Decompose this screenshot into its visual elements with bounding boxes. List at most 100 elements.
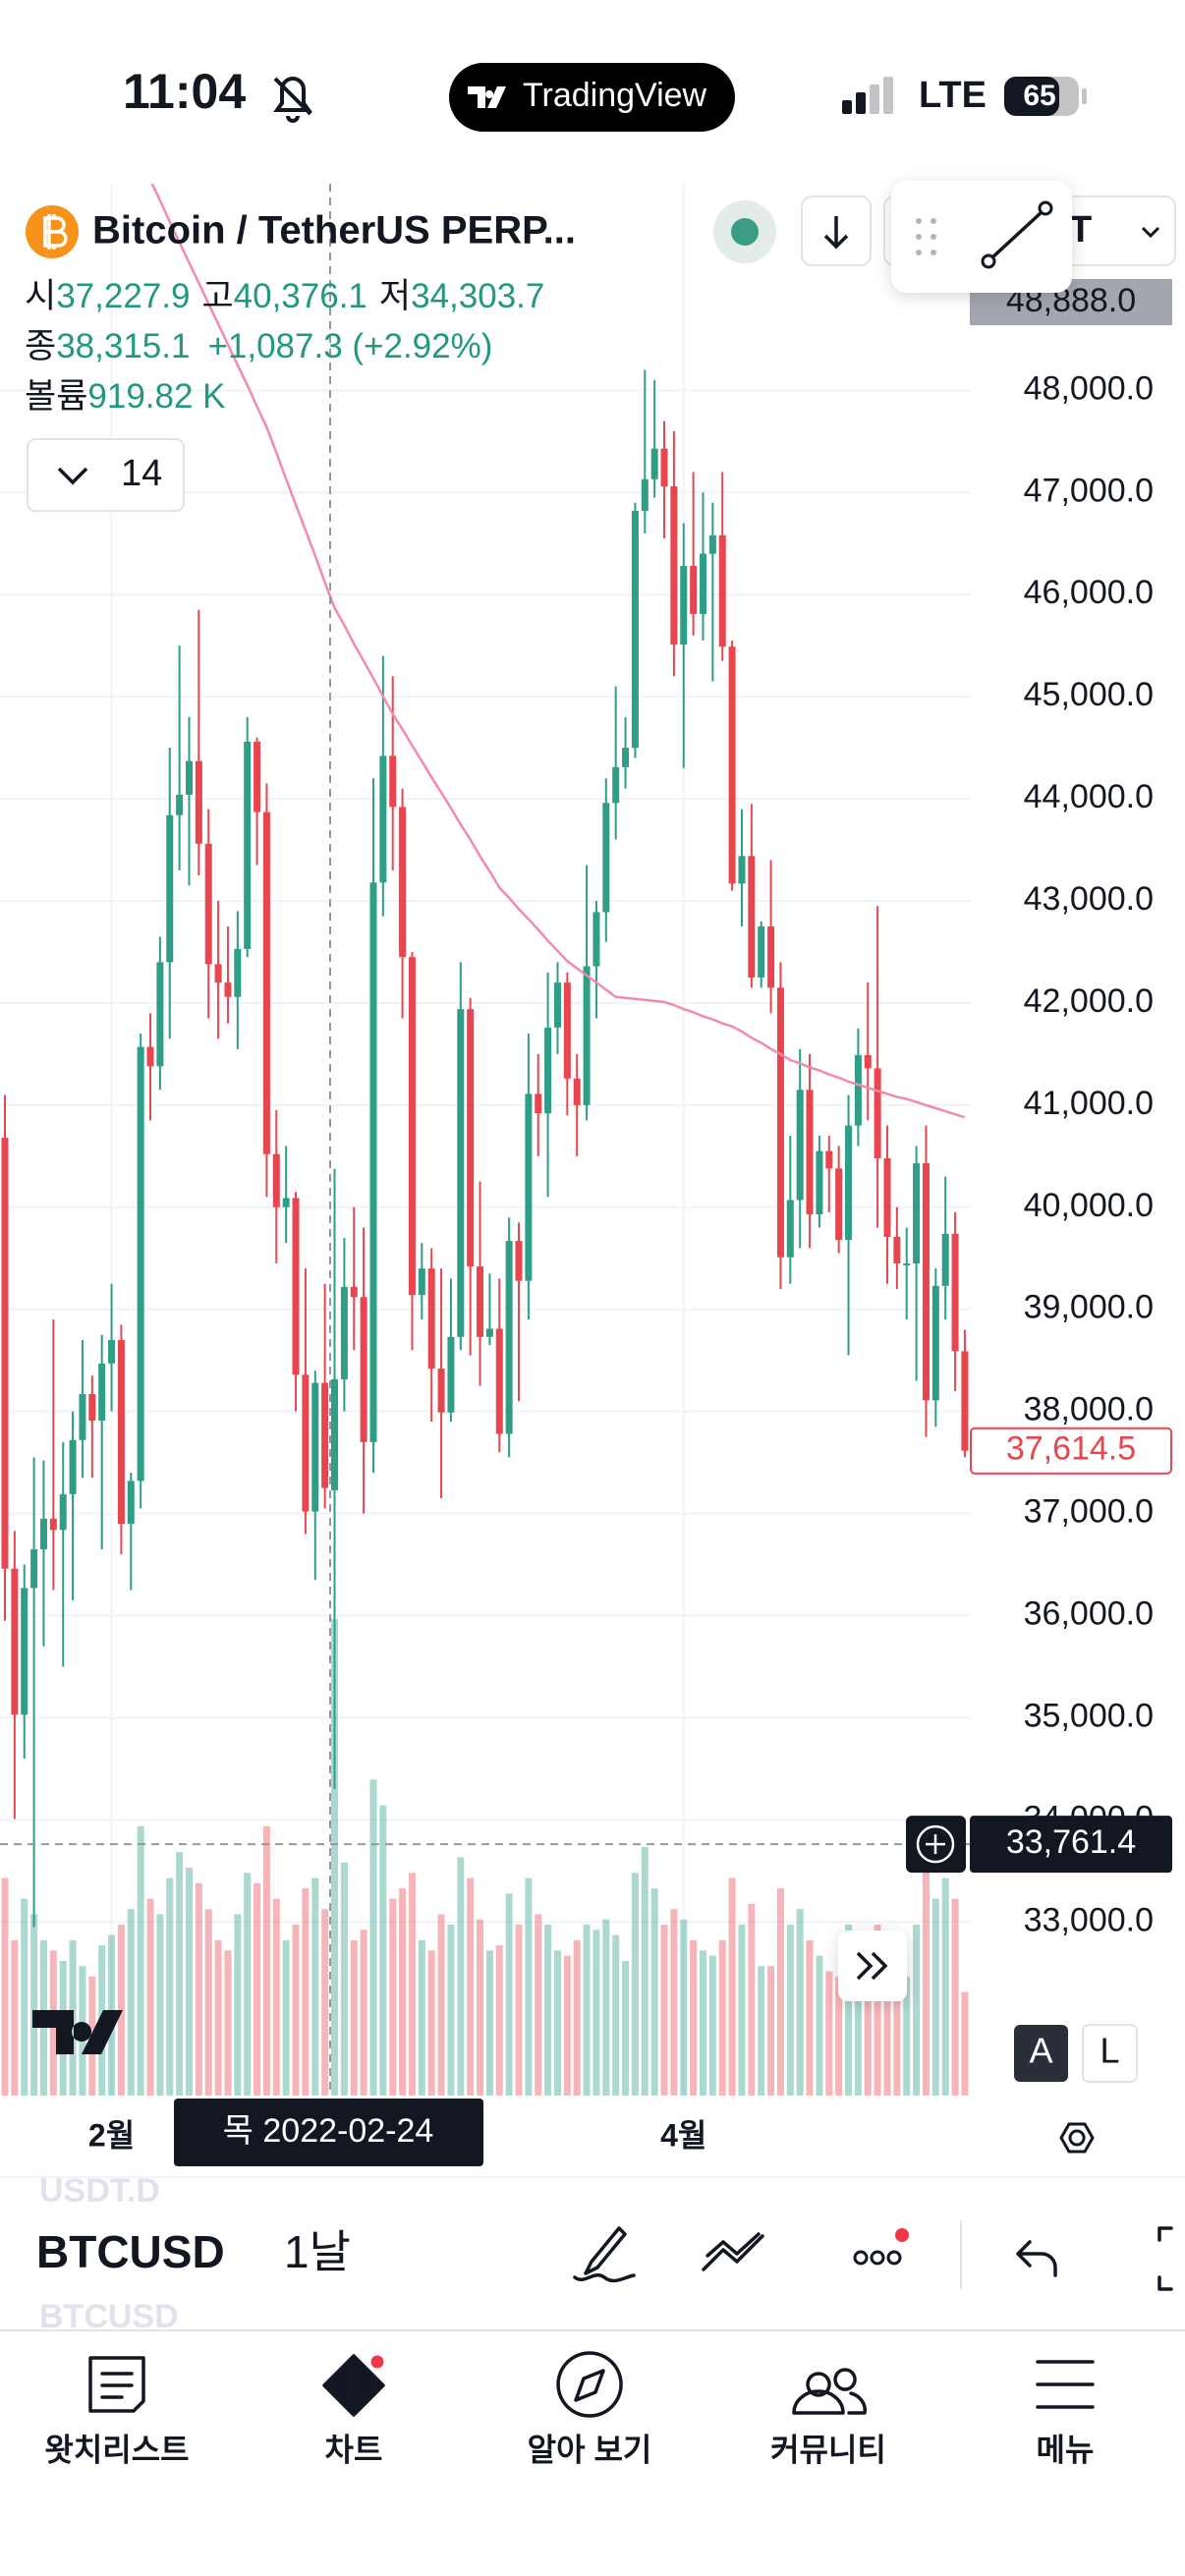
candle-body — [379, 756, 387, 883]
settings-icon[interactable] — [1059, 2122, 1095, 2154]
interval[interactable]: 1날 — [284, 2226, 351, 2277]
prev-symbol: USDT.D — [39, 2172, 160, 2210]
candle-body — [641, 478, 649, 511]
candle-body — [922, 1163, 930, 1401]
crosshair-price-box — [970, 1816, 1172, 1874]
candle-body — [680, 566, 688, 645]
log-scale-label: L — [1100, 2031, 1119, 2071]
candle-body — [11, 1568, 19, 1715]
volume-bar — [690, 1939, 698, 2096]
add-alert-button[interactable] — [906, 1816, 966, 1874]
drag-dot — [931, 234, 936, 240]
candle-body — [583, 966, 591, 1105]
volume-bar — [195, 1882, 202, 2096]
candle-body — [30, 1548, 38, 1589]
candle-body — [786, 1200, 794, 1258]
symbol[interactable]: BTCUSD — [36, 2226, 225, 2277]
candle-body — [961, 1351, 969, 1451]
volume-bar — [913, 1924, 921, 2096]
auto-scale-button[interactable] — [1014, 2025, 1068, 2082]
candle-body — [893, 1236, 901, 1263]
candle-body — [340, 1286, 348, 1379]
volume-bar — [418, 1939, 425, 2096]
more-dot[interactable] — [870, 2250, 885, 2266]
volume-bar — [485, 1950, 493, 2096]
battery-cap — [1082, 88, 1087, 104]
add-alert-icon — [916, 1824, 955, 1864]
volume-bar — [592, 1930, 600, 2096]
candle-body — [485, 1328, 493, 1337]
candle-body — [369, 882, 377, 1442]
y-tick-label: 46,000.0 — [1024, 574, 1154, 611]
candle-body — [69, 1439, 77, 1494]
nav-icon — [556, 2351, 623, 2418]
indicator-toggle[interactable] — [27, 438, 185, 512]
volume-bar — [573, 1939, 581, 2096]
candle-body — [408, 957, 416, 1296]
drag-dot — [931, 218, 936, 224]
drawing-popup[interactable] — [891, 181, 1072, 293]
nav-item[interactable]: 커뮤니티 — [770, 2368, 886, 2467]
y-tick-label: 43,000.0 — [1024, 880, 1154, 918]
candle-body — [418, 1268, 425, 1296]
candle-body — [650, 448, 658, 479]
volume-bar — [641, 1846, 649, 2096]
candle-body — [427, 1268, 435, 1370]
nav-icon — [88, 2356, 145, 2413]
candle-body — [883, 1157, 891, 1237]
volume-bar — [883, 1934, 891, 2096]
scroll-to-latest[interactable] — [838, 1931, 907, 2001]
volume-bar — [272, 1898, 280, 2096]
fullscreen-icon[interactable] — [1157, 2226, 1173, 2291]
y-tick-label: 45,000.0 — [1024, 676, 1154, 713]
candle-body — [718, 534, 726, 647]
candle-body — [854, 1054, 862, 1126]
volume-bar — [903, 1976, 911, 2096]
volume-bar — [767, 1966, 775, 2096]
volume-bar — [369, 1779, 377, 2096]
nav-item[interactable]: 왓치리스트 — [44, 2356, 190, 2467]
candle-body — [360, 1297, 367, 1442]
volume-bar — [204, 1909, 212, 2096]
y-tick-label: 48,000.0 — [1024, 369, 1154, 407]
log-scale-button[interactable] — [1082, 2024, 1138, 2083]
crosshair-date-box — [174, 2099, 483, 2166]
battery-level — [1004, 77, 1059, 116]
candle-body — [282, 1198, 290, 1207]
volume-bar — [776, 1888, 784, 2096]
candle-body — [913, 1163, 921, 1263]
volume-bar — [427, 1950, 435, 2096]
trend-tool[interactable] — [702, 2232, 764, 2271]
brush-tool[interactable] — [573, 2226, 636, 2283]
ohlc-line: 시37,227.9 고40,376.1 저34,303.7 — [25, 277, 544, 315]
candle-body — [903, 1262, 911, 1265]
x-tick-label: 4월 — [660, 2117, 706, 2153]
moving-average-line — [150, 184, 966, 1119]
candle-body — [816, 1150, 823, 1215]
more-dot[interactable] — [853, 2250, 869, 2266]
volume-bar — [941, 1877, 949, 2096]
undo-icon[interactable] — [1016, 2240, 1057, 2277]
open-label: 시 — [25, 277, 56, 315]
drag-dot — [931, 250, 936, 255]
candle-body — [612, 766, 620, 804]
nav-item[interactable]: 차트 — [322, 2354, 385, 2467]
nav-item[interactable]: 알아 보기 — [528, 2351, 652, 2467]
volume-bar — [117, 1924, 125, 2096]
brand-pill — [449, 63, 735, 132]
volume-bar — [748, 1903, 756, 2096]
candle-body — [457, 1009, 465, 1337]
nav-item[interactable]: 메뉴 — [1036, 2360, 1095, 2467]
candle-body — [622, 748, 630, 767]
volume-bar — [631, 1873, 639, 2096]
y-tick-label: 40,000.0 — [1024, 1187, 1154, 1224]
candle-body — [244, 741, 252, 949]
volume-bar — [553, 1950, 561, 2096]
volume-bar — [437, 1914, 445, 2096]
volume-bar — [786, 1924, 794, 2096]
volume-bar — [515, 1924, 523, 2096]
more-dot[interactable] — [886, 2250, 902, 2266]
next-symbol: BTCUSD — [39, 2298, 179, 2335]
volume-bar — [467, 1877, 475, 2096]
